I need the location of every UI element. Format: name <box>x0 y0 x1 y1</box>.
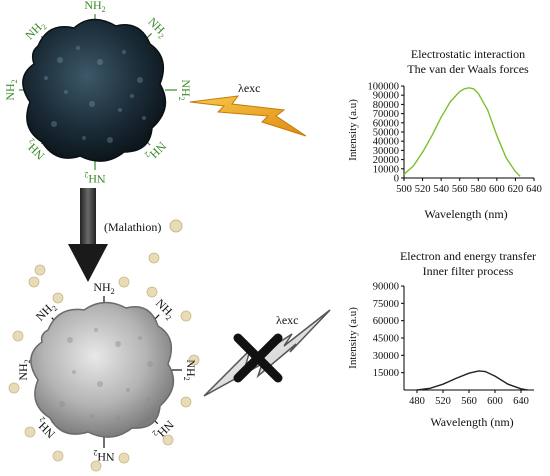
malathion-molecule <box>52 450 64 462</box>
chart-top-x-tick-label: 620 <box>508 184 524 195</box>
malathion-dot <box>169 219 183 233</box>
chart-top-x-tick-label: 640 <box>526 184 542 195</box>
chart-bottom-y-tick-label: 45000 <box>373 334 399 345</box>
chart-top-y-tick-label: 50000 <box>373 128 399 139</box>
chart-bottom-y-tick-label: 60000 <box>373 316 399 327</box>
bottom-particle-body <box>30 301 175 438</box>
chart-top-series-line <box>403 87 521 177</box>
top-amine-label: NH2 <box>177 79 193 100</box>
excitation-bolt <box>189 95 307 137</box>
top-particle-texture <box>44 46 146 143</box>
chart-top-x-tick-label: 520 <box>415 184 431 195</box>
chart-bottom-x-tick-label: 600 <box>487 396 503 407</box>
top-particle-body <box>22 18 167 162</box>
reaction-arrow <box>68 188 108 282</box>
chart-bottom-axes <box>403 286 534 391</box>
chart-top-y-tick-label: 40000 <box>373 137 399 148</box>
excitation-label: λexc <box>238 81 260 95</box>
bottom-particle-texture <box>59 328 153 421</box>
top-amine-label: NH2 <box>3 79 19 100</box>
chart-bottom-y-tick-label: 30000 <box>373 351 399 362</box>
chart-top-y-tick-label: 0 <box>394 174 399 185</box>
blocked-x-icon <box>233 333 283 383</box>
malathion-molecule <box>162 434 174 446</box>
chart-top-y-tick-label: 100000 <box>368 82 400 93</box>
chart-top-y-tick-label: 30000 <box>373 146 399 157</box>
chart-top-y-tick-label: 70000 <box>373 109 399 120</box>
malathion-molecule <box>118 276 130 288</box>
chart-top-title: Electrostatic interaction <box>411 47 525 61</box>
malathion-molecule <box>180 396 192 408</box>
malathion-molecule <box>118 452 130 464</box>
chart-bottom-xlabel: Wavelength (nm) <box>430 415 513 429</box>
chart-top-x-tick-label: 500 <box>396 184 412 195</box>
chart-bottom-x-tick-label: 520 <box>435 396 451 407</box>
chart-top-y-tick-label: 90000 <box>373 91 399 102</box>
chart-top-ticks: 500 520 540 560 580 600 620 640 0100002000030000… <box>368 82 542 196</box>
chart-top-x-tick-label: 540 <box>433 184 449 195</box>
chart-bottom-series-line <box>416 370 528 391</box>
chart-top-ylabel: Intensity (a.u) <box>347 99 359 161</box>
malathion-molecule <box>34 264 46 276</box>
bottom-amine-label: NH2 <box>16 359 32 380</box>
malathion-molecule <box>8 382 20 394</box>
malathion-molecule <box>148 252 160 264</box>
chart-top-x-tick-label: 600 <box>489 184 505 195</box>
top-amine-label: NH2 <box>84 170 105 186</box>
chart-top-subtitle: The van der Waals forces <box>407 62 529 76</box>
malathion-molecule <box>180 310 192 322</box>
chart-bottom-ylabel: Intensity (a.u) <box>347 307 359 369</box>
chart-bottom-title: Electron and energy transfer <box>400 249 536 263</box>
chart-bottom-x-tick-label: 560 <box>461 396 477 407</box>
emission-chart-top: Electrostatic interaction The van der Wa… <box>347 47 542 221</box>
chart-bottom-y-tick-label: 15000 <box>373 368 399 379</box>
chart-bottom-subtitle: Inner filter process <box>423 264 514 278</box>
malathion-molecule <box>28 276 40 288</box>
top-amine-label: NH2 <box>84 0 105 14</box>
malathion-molecule <box>24 426 36 438</box>
chart-top-axes <box>403 86 534 179</box>
chart-bottom-y-tick-label: 75000 <box>373 299 399 310</box>
malathion-molecules <box>8 252 200 472</box>
malathion-molecule <box>52 292 64 304</box>
malathion-molecule <box>188 354 200 366</box>
chart-top-y-tick-label: 80000 <box>373 100 399 111</box>
chart-bottom-y-tick-label: 90000 <box>373 282 399 293</box>
chart-top-xlabel: Wavelength (nm) <box>424 207 507 221</box>
chart-bottom-ticks: 480 520 560 600 640 15000 30000 45000 60000 75000… <box>373 282 529 408</box>
blocked-excitation-label: λexc <box>276 313 298 327</box>
chart-top-y-tick-label: 10000 <box>373 164 399 175</box>
chart-bottom-x-tick-label: 640 <box>513 396 529 407</box>
reagent-label: (Malathion) <box>104 220 161 234</box>
malathion-molecule <box>90 460 102 472</box>
chart-top-y-tick-label: 60000 <box>373 118 399 129</box>
malathion-molecule <box>12 330 24 342</box>
emission-chart-bottom: Electron and energy transfer Inner filte… <box>347 249 536 429</box>
bottom-amine-label: NH2 <box>182 359 198 380</box>
chart-bottom-x-tick-label: 480 <box>409 396 425 407</box>
bottom-amine-label: NH2 <box>93 448 114 464</box>
chart-top-y-tick-label: 20000 <box>373 155 399 166</box>
malathion-molecule <box>146 286 158 298</box>
chart-top-x-tick-label: 580 <box>470 184 486 195</box>
chart-top-x-tick-label: 560 <box>452 184 468 195</box>
bottom-amine-label: NH2 <box>93 280 114 296</box>
